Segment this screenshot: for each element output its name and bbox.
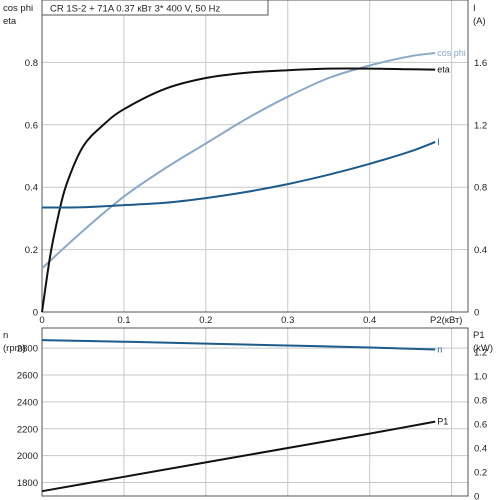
right-tick-label: 0.2 — [474, 468, 487, 479]
series-line-p1 — [41, 420, 436, 493]
x-tick-label: 0.1 — [117, 315, 130, 326]
left-tick-label: 0.8 — [25, 58, 38, 69]
bottom-chart-grid — [42, 328, 468, 496]
right-tick-label: 1.2 — [474, 120, 487, 131]
left-axis-label-top: cos phi — [3, 3, 33, 14]
right-axis-label-top: I — [473, 3, 476, 14]
left-tick-label: 0.4 — [25, 183, 38, 194]
left-tick-label: 0.6 — [25, 120, 38, 131]
speed-axis-label-bottom: (rpm) — [3, 343, 26, 354]
left-tick-label: 2600 — [17, 371, 38, 382]
x-tick-label: 0.2 — [199, 315, 212, 326]
series-label-cos-phi: cos phi — [437, 48, 466, 58]
right-axis-label-bottom: (A) — [473, 16, 486, 27]
speed-axis-label-top: n — [3, 330, 8, 341]
top-chart-series: cos phi eta I — [41, 48, 466, 313]
series-line-eta — [41, 67, 436, 313]
series-label-p1: P1 — [437, 417, 448, 427]
series-label-i: I — [437, 137, 440, 147]
top-chart-grid — [42, 0, 468, 313]
left-tick-label: 2000 — [17, 451, 38, 462]
series-line-i — [41, 141, 436, 209]
series-line-n — [41, 339, 436, 351]
top-chart-frame — [41, 0, 469, 313]
series-label-n: n — [437, 345, 442, 355]
bottom-chart-ticks: 1800 2000 2200 2400 2600 2800 0 0.2 0.4 0.6 0.8 1.0… — [17, 344, 487, 500]
left-tick-label: 2400 — [17, 397, 38, 408]
left-axis-label-bottom: eta — [3, 16, 17, 27]
x-tick-label: 0.4 — [363, 315, 376, 326]
bottom-chart-series: n P1 — [41, 339, 448, 493]
bottom-chart-frame — [41, 327, 469, 497]
right-tick-label: 1.2 — [474, 348, 487, 359]
left-tick-label: 1800 — [17, 478, 38, 489]
chart-title: CR 1S-2 + 71A 0.37 кВт 3* 400 V, 50 Hz — [50, 4, 220, 15]
right-tick-label: 0.6 — [474, 420, 487, 431]
right-tick-label: 0.4 — [474, 444, 487, 455]
right-tick-label: 0.8 — [474, 183, 487, 194]
right-tick-label: 0 — [474, 492, 479, 500]
left-tick-label: 2800 — [17, 344, 38, 355]
left-tick-label: 2200 — [17, 424, 38, 435]
x-axis-label: P2(кВт) — [430, 315, 462, 326]
chart-title-box — [41, 0, 269, 16]
left-tick-label: 0.2 — [25, 245, 38, 256]
right-tick-label: 1.6 — [474, 58, 487, 69]
right-tick-label: 0 — [474, 308, 479, 319]
power-axis-label-top: P1 — [473, 330, 485, 341]
top-chart-ticks: 0 0.2 0.4 0.6 0.8 0 0.4 0.8 1.2 1.6 0 0.1 0.2 0.3 0.4 — [25, 58, 487, 326]
right-tick-label: 1.0 — [474, 372, 487, 383]
right-tick-label: 0.4 — [474, 245, 487, 256]
series-label-eta: eta — [437, 65, 450, 75]
left-tick-label: 0 — [33, 308, 38, 319]
x-tick-label: 0 — [39, 315, 44, 326]
power-axis-label-bottom: (kW) — [473, 343, 493, 354]
x-tick-label: 0.3 — [281, 315, 294, 326]
right-tick-label: 0.8 — [474, 396, 487, 407]
